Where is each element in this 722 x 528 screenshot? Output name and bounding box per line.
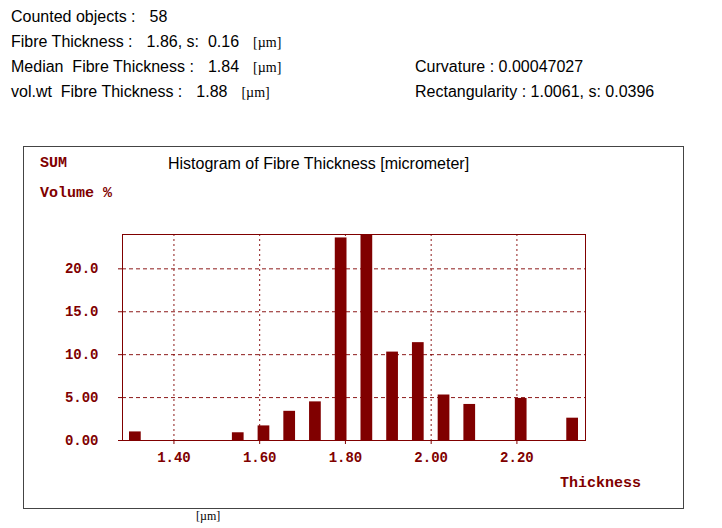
- html-text:[µm]: [µm]: [253, 60, 282, 75]
- html-text:[µm]: [µm]: [196, 509, 221, 523]
- html-text:Fibre Thickness :: Fibre Thickness :: [11, 33, 133, 50]
- svg-text:1.40: 1.40: [157, 450, 191, 466]
- html-text:1.88: 1.88: [196, 83, 228, 100]
- svg-text:2.00: 2.00: [414, 450, 448, 466]
- html-text:1.84: 1.84: [207, 58, 239, 75]
- html-text:vol.wt Fibre Thickness :: vol.wt Fibre Thickness :: [11, 83, 183, 100]
- svg-text:20.0: 20.0: [65, 261, 99, 277]
- svg-text:2.20: 2.20: [500, 450, 534, 466]
- html-text:Curvature : 0.00047027: Curvature : 0.00047027: [415, 58, 584, 75]
- html-text:Volume %: Volume %: [40, 185, 112, 202]
- svg-text:10.0: 10.0: [65, 347, 99, 363]
- html-text:Thickness: Thickness: [560, 475, 641, 492]
- svg-text:1.80: 1.80: [329, 450, 363, 466]
- html-text:Histogram of Fibre Thickness [: Histogram of Fibre Thickness [micrometer…: [168, 155, 470, 172]
- svg-text:0.00: 0.00: [65, 433, 99, 449]
- svg-text:1.60: 1.60: [243, 450, 277, 466]
- html-text:SUM: SUM: [40, 155, 67, 172]
- html-text:[µm]: [µm]: [241, 85, 270, 100]
- html-text:Rectangularity : 1.0061, s: 0.: Rectangularity : 1.0061, s: 0.0396: [415, 83, 655, 100]
- html-text:1.86, s: 0.16: 1.86, s: 0.16: [146, 33, 239, 50]
- html-text:[µm]: [µm]: [253, 35, 282, 50]
- svg-text:5.00: 5.00: [65, 390, 99, 406]
- html-text:Counted objects :: Counted objects :: [11, 8, 136, 25]
- svg-text:15.0: 15.0: [65, 304, 99, 320]
- html-text:58: 58: [149, 8, 168, 25]
- html-text:Median Fibre Thickness :: Median Fibre Thickness :: [11, 58, 194, 75]
